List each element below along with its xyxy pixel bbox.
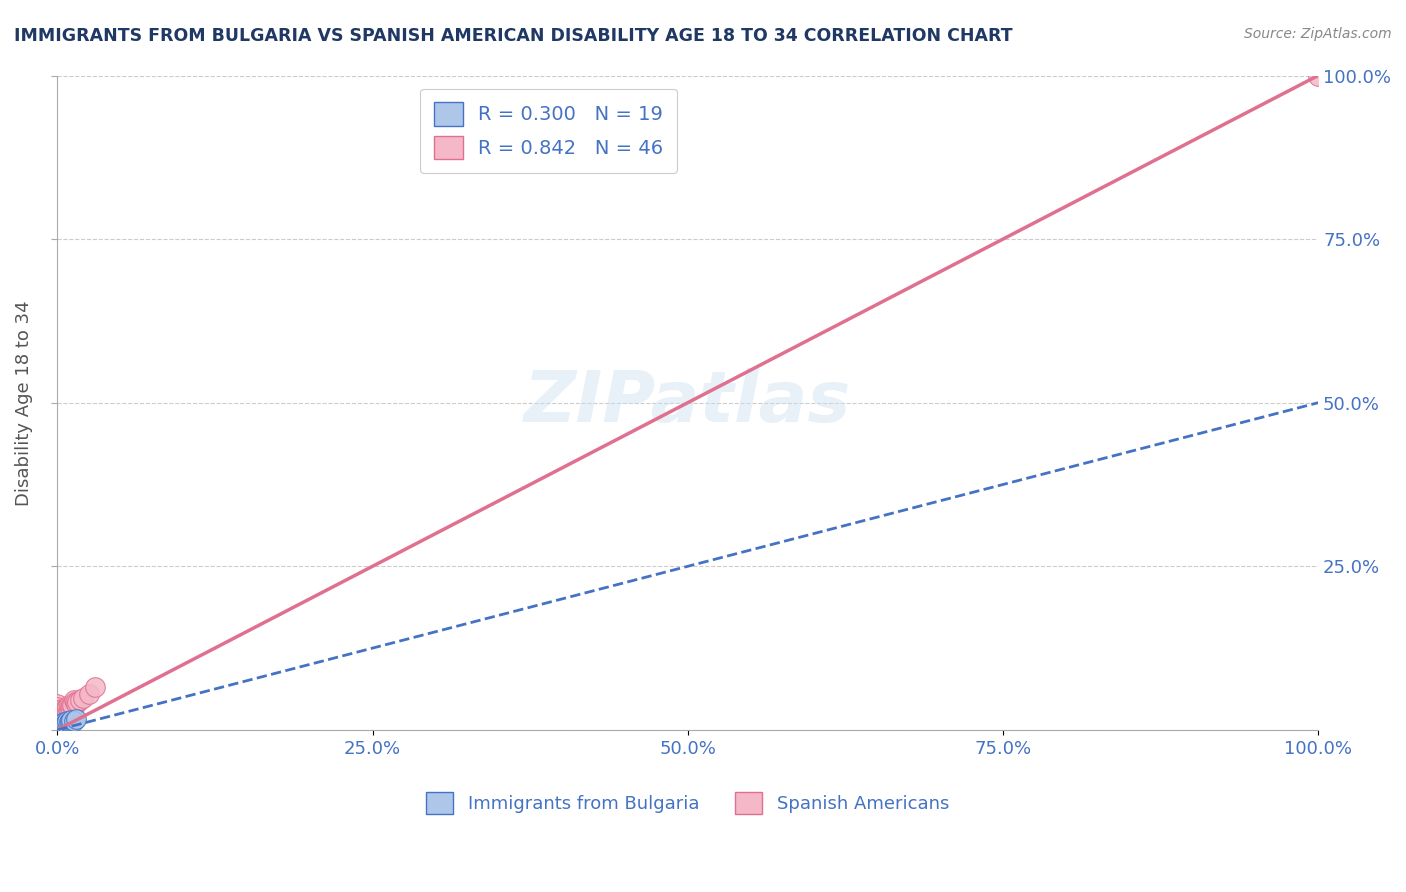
Point <box>46 716 69 731</box>
Point <box>59 700 82 714</box>
Point <box>72 691 94 706</box>
Point <box>48 713 70 727</box>
Point <box>53 711 76 725</box>
Point <box>51 716 73 731</box>
Point <box>48 720 70 734</box>
Point <box>55 715 77 730</box>
Point <box>1308 69 1330 83</box>
Text: Source: ZipAtlas.com: Source: ZipAtlas.com <box>1244 27 1392 41</box>
Point <box>62 698 84 712</box>
Point <box>56 714 79 729</box>
Point <box>59 706 82 721</box>
Point <box>49 713 72 727</box>
Point <box>63 695 86 709</box>
Point <box>49 705 72 719</box>
Point <box>46 720 69 734</box>
Point <box>51 710 73 724</box>
Point <box>84 681 107 695</box>
Point <box>46 697 69 711</box>
Point <box>49 721 72 735</box>
Point <box>52 714 75 729</box>
Point <box>53 717 76 731</box>
Point <box>49 706 72 721</box>
Legend: Immigrants from Bulgaria, Spanish Americans: Immigrants from Bulgaria, Spanish Americ… <box>419 785 956 822</box>
Point <box>51 705 73 719</box>
Point <box>51 702 73 716</box>
Point <box>69 693 91 707</box>
Point <box>52 716 75 731</box>
Point <box>53 703 76 717</box>
Point <box>48 710 70 724</box>
Point <box>52 707 75 722</box>
Point <box>53 706 76 721</box>
Point <box>49 719 72 733</box>
Point <box>48 717 70 731</box>
Y-axis label: Disability Age 18 to 34: Disability Age 18 to 34 <box>15 300 32 506</box>
Point <box>46 700 69 714</box>
Point <box>77 687 100 701</box>
Point <box>65 713 87 727</box>
Point <box>49 703 72 717</box>
Point <box>58 698 80 712</box>
Point <box>49 703 72 717</box>
Point <box>55 705 77 719</box>
Point <box>55 708 77 723</box>
Point <box>55 701 77 715</box>
Point <box>66 695 89 709</box>
Point <box>48 720 70 734</box>
Point <box>60 713 83 727</box>
Point <box>46 710 69 724</box>
Point <box>65 697 87 711</box>
Point <box>49 710 72 724</box>
Point <box>56 700 79 714</box>
Point <box>51 718 73 732</box>
Text: ZIPatlas: ZIPatlas <box>524 368 852 437</box>
Point <box>48 706 70 721</box>
Point <box>62 693 84 707</box>
Point <box>49 717 72 731</box>
Point <box>46 722 69 736</box>
Point <box>52 711 75 725</box>
Point <box>49 720 72 734</box>
Point <box>58 714 80 729</box>
Point <box>62 714 84 729</box>
Point <box>60 698 83 712</box>
Point <box>52 705 75 719</box>
Text: IMMIGRANTS FROM BULGARIA VS SPANISH AMERICAN DISABILITY AGE 18 TO 34 CORRELATION: IMMIGRANTS FROM BULGARIA VS SPANISH AMER… <box>14 27 1012 45</box>
Point <box>58 705 80 719</box>
Point <box>56 706 79 721</box>
Point <box>59 714 82 728</box>
Point <box>49 708 72 723</box>
Point <box>52 717 75 731</box>
